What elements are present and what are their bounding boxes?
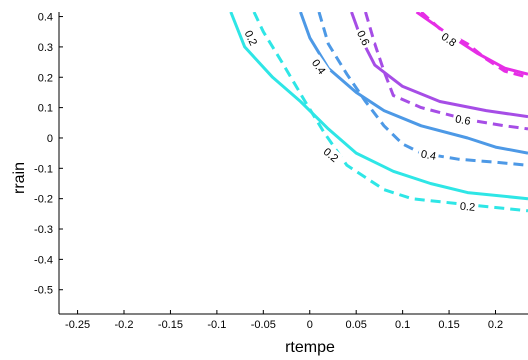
contour-label: 0.4 xyxy=(308,54,331,79)
y-axis-label: rrain xyxy=(11,162,28,194)
contour-label-background xyxy=(457,198,479,214)
y-tick-label: -0.2 xyxy=(34,194,53,206)
y-tick-label: -0.4 xyxy=(34,254,53,266)
contour-02-solid-line xyxy=(229,12,528,201)
x-tick-label: -0.2 xyxy=(115,319,134,331)
x-tick-label: -0.15 xyxy=(158,319,183,331)
contour-02-dashed-line xyxy=(252,12,528,213)
contour-label-background xyxy=(353,25,375,50)
contour-label: 0.6 xyxy=(452,111,475,128)
x-axis-label: rtempe xyxy=(285,339,335,356)
y-tick-label: 0.3 xyxy=(38,42,53,54)
contour-label: 0.2 xyxy=(319,142,344,166)
x-tick-label: 0.15 xyxy=(438,319,459,331)
contour-label-background xyxy=(241,25,262,50)
contour-08-solid-line xyxy=(415,12,528,76)
contour-lines xyxy=(229,12,528,213)
contour-08-dashed-line xyxy=(420,12,528,79)
contour-06-dashed-line xyxy=(364,12,528,131)
contour-label-text: 0.6 xyxy=(354,29,371,48)
y-tick-label: -0.1 xyxy=(34,163,53,175)
contour-label: 0.6 xyxy=(353,25,375,50)
y-axis-ticks: 0.4 0.3 0.2 0.1 0 -0.1 -0.2 -0.3 -0.4 -0.5 xyxy=(34,12,63,297)
contour-label-background xyxy=(452,111,475,128)
y-tick-label: 0 xyxy=(47,133,53,145)
y-tick-label: 0.4 xyxy=(38,12,53,24)
x-tick-label: 0.2 xyxy=(488,319,503,331)
contour-label-text: 0.4 xyxy=(420,148,437,162)
contour-label: 0.2 xyxy=(457,198,479,214)
contour-04-dashed-line xyxy=(317,12,528,167)
contour-label-background xyxy=(417,146,440,163)
contour-label-background xyxy=(437,27,462,50)
contour-04-solid-line xyxy=(299,12,528,155)
y-tick-label: 0.1 xyxy=(38,103,53,115)
y-tick-label: -0.5 xyxy=(34,285,53,297)
y-tick-label: 0.2 xyxy=(38,72,53,84)
y-tick-label: -0.3 xyxy=(34,224,53,236)
contour-label-background xyxy=(308,54,331,79)
contour-label: 0.2 xyxy=(241,25,262,50)
contour-label-text: 0.2 xyxy=(459,201,475,214)
x-tick-label: 0.05 xyxy=(345,319,366,331)
contour-label: 0.4 xyxy=(417,146,440,163)
x-tick-label: -0.25 xyxy=(65,319,90,331)
x-tick-label: 0 xyxy=(307,319,313,331)
contour-label-text: 0.2 xyxy=(242,29,259,48)
x-tick-label: -0.1 xyxy=(207,319,226,331)
x-tick-label: -0.05 xyxy=(251,319,276,331)
x-tick-label: 0.1 xyxy=(395,319,410,331)
contour-label: 0.8 xyxy=(437,27,462,50)
x-axis-ticks: -0.25 -0.2 -0.15 -0.1 -0.05 0 0.05 0.1 0.15 0.2 xyxy=(65,310,503,331)
contour-labels: 0.2 0.2 0.2 0.4 0.4 0.6 0.6 0.8 xyxy=(241,25,479,214)
contour-label-text: 0.6 xyxy=(454,113,471,127)
contour-label-background xyxy=(319,142,344,166)
